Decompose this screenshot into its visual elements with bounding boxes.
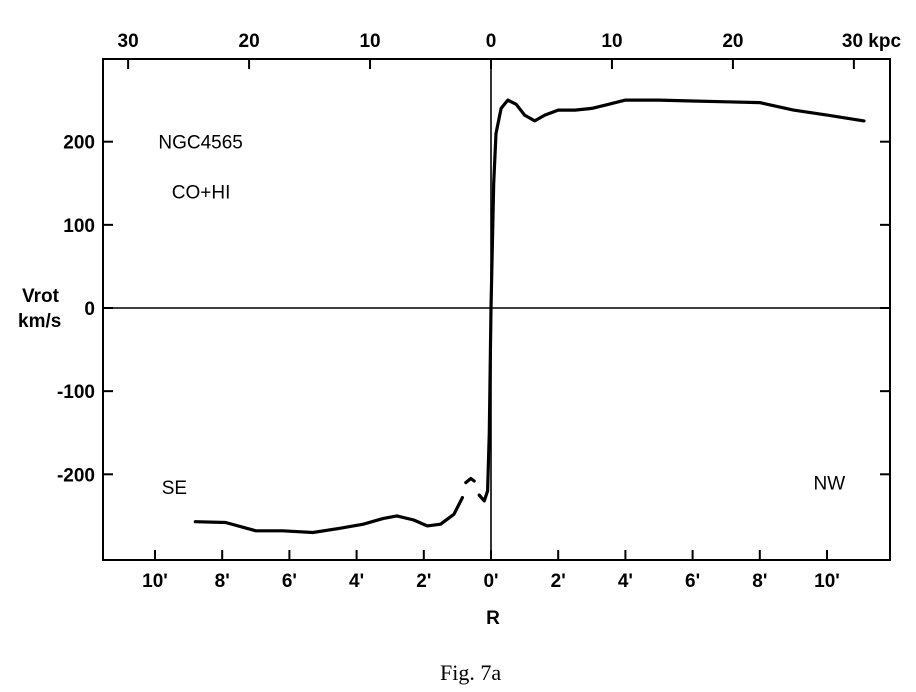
y-tick-label: 100 xyxy=(63,216,95,237)
annotation-se: SE xyxy=(162,478,187,499)
x-tick-label-top: 10 xyxy=(601,31,622,52)
x-axis-label: R xyxy=(486,608,500,629)
x-tick-label-bottom: 8' xyxy=(752,571,767,592)
rotation-curve-segment-1 xyxy=(193,496,464,535)
rotation-curve-segment-3 xyxy=(477,98,866,503)
x-tick-label-bottom: 4' xyxy=(349,571,364,592)
x-tick-label-bottom: 8' xyxy=(215,571,230,592)
x-tick-label-bottom: 10' xyxy=(814,571,840,592)
x-tick-label-bottom: 4' xyxy=(618,571,633,592)
annotation-co-hi: CO+HI xyxy=(172,183,231,204)
y-tick-label: -100 xyxy=(57,382,95,403)
y-axis-label-line1: Vrot xyxy=(22,286,60,307)
x-tick-label-top: 20 xyxy=(722,31,743,52)
x-tick-label-bottom: 6' xyxy=(282,571,297,592)
annotation-nw: NW xyxy=(814,474,846,495)
rotation-curves xyxy=(193,98,866,535)
tick-marks xyxy=(103,59,890,560)
x-tick-label-bottom: 6' xyxy=(685,571,700,592)
rotation-curve-segment-2 xyxy=(464,476,476,485)
x-tick-label-top: 30 kpc xyxy=(842,31,902,52)
y-tick-label: 200 xyxy=(63,133,95,154)
x-tick-label-bottom: 2' xyxy=(416,571,431,592)
x-tick-label-bottom: 2' xyxy=(551,571,566,592)
x-tick-label-top: 10 xyxy=(359,31,380,52)
annotations: NGC4565 CO+HI SE NW xyxy=(158,133,845,499)
figure-caption: Fig. 7a xyxy=(440,660,501,685)
x-tick-label-top: 20 xyxy=(239,31,260,52)
plot-frame xyxy=(102,58,891,561)
y-axis-label-line2: km/s xyxy=(18,311,61,332)
x-tick-label-bottom: 10' xyxy=(142,571,168,592)
y-tick-label: -200 xyxy=(57,465,95,486)
x-tick-label-top: 30 xyxy=(118,31,139,52)
x-tick-label-bottom: 0' xyxy=(483,571,498,592)
y-tick-label: 0 xyxy=(84,299,95,320)
annotation-ngc4565: NGC4565 xyxy=(158,133,243,154)
x-tick-label-top: 0 xyxy=(486,31,497,52)
